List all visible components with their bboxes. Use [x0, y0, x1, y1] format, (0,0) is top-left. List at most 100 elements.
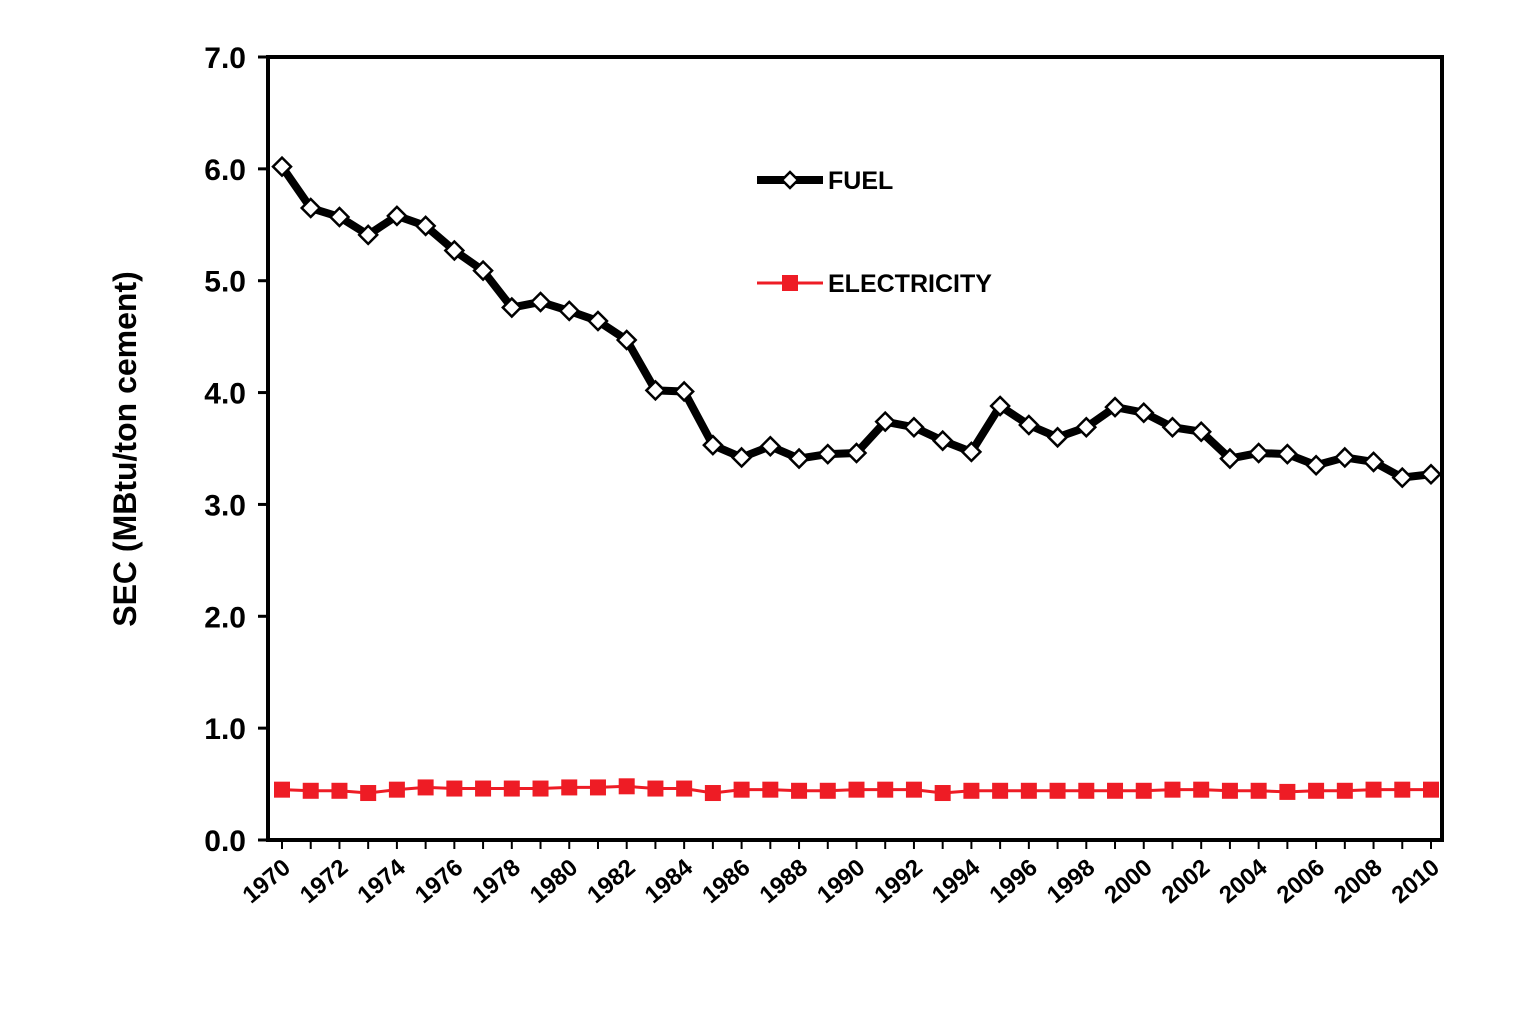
electricity-data-point [274, 781, 290, 798]
fuel-data-point [414, 215, 437, 237]
y-axis-title: SEC (MBtu/ton cement) [107, 271, 143, 627]
fuel-data-point [501, 296, 523, 319]
electricity-data-point [1049, 782, 1066, 799]
electricity-data-point [819, 782, 836, 799]
electricity-data-point [417, 779, 434, 796]
electricity-data-point [905, 781, 922, 798]
electricity-data-point [1078, 782, 1095, 799]
electricity-data-point [963, 782, 980, 799]
electricity-data-point [1020, 782, 1037, 799]
electricity-data-point [1394, 781, 1411, 798]
fuel-data-point [328, 206, 351, 228]
fuel-data-point [1362, 451, 1385, 473]
fuel-data-point [386, 205, 408, 227]
electricity-data-point [676, 780, 693, 797]
fuel-data-point [271, 155, 293, 178]
electricity-data-point [618, 778, 635, 795]
y-tick-label: 3.0 [204, 489, 246, 522]
fuel-data-point [1420, 463, 1442, 485]
y-tick-label: 1.0 [204, 713, 246, 746]
electricity-data-point [532, 780, 549, 797]
y-tick-label: 7.0 [204, 42, 246, 75]
fuel-data-point [644, 379, 667, 402]
series-layer [271, 155, 1442, 802]
fuel-data-point [615, 329, 638, 351]
electricity-data-point [704, 785, 721, 802]
legend-electricity-marker [782, 275, 798, 291]
electricity-data-point [733, 781, 750, 798]
electricity-data-point [1336, 782, 1353, 799]
fuel-data-point [874, 410, 896, 433]
electricity-data-point [848, 781, 865, 798]
legend-fuel-marker [780, 170, 800, 190]
fuel-data-point [759, 435, 782, 458]
fuel-data-point [299, 197, 322, 219]
electricity-data-point [1365, 781, 1382, 798]
fuel-data-point [788, 447, 810, 470]
electricity-data-point [302, 782, 319, 799]
legend-electricity-label: ELECTRICITY [828, 270, 992, 298]
fuel-data-point [472, 259, 494, 282]
electricity-data-point [647, 780, 664, 797]
fuel-data-point [529, 291, 552, 313]
fuel-data-point [903, 416, 925, 439]
fuel-data-point [558, 300, 581, 322]
fuel-data-point [1104, 396, 1126, 418]
y-axis-ticks: 0.0 1.0 2.0 3.0 4.0 5.0 6.0 7.0 [204, 42, 268, 858]
electricity-data-point [561, 779, 578, 796]
fuel-data-point [1046, 426, 1069, 449]
fuel-data-point [1219, 447, 1241, 470]
electricity-data-point [1164, 781, 1181, 798]
fuel-data-point [817, 443, 839, 465]
plot-area-border [266, 55, 1444, 842]
y-tick-label: 6.0 [204, 154, 246, 187]
legend-fuel-label: FUEL [828, 167, 893, 195]
fuel-data-point [1305, 454, 1327, 477]
y-tick-label: 4.0 [204, 378, 246, 411]
electricity-data-point [1279, 783, 1296, 800]
electricity-data-point [475, 780, 492, 797]
electricity-data-point [992, 782, 1009, 799]
fuel-data-point [1018, 414, 1040, 436]
fuel-data-point [1247, 442, 1270, 464]
electricity-data-point [762, 781, 779, 798]
electricity-data-point [934, 785, 951, 802]
electricity-data-point [1193, 781, 1210, 798]
electricity-data-point [1308, 782, 1325, 799]
electricity-data-point [360, 785, 377, 802]
fuel-data-point [1334, 446, 1356, 469]
fuel-data-point [960, 441, 983, 463]
fuel-data-point [730, 446, 753, 469]
electricity-data-point [589, 779, 606, 796]
fuel-data-point [443, 239, 466, 262]
electricity-data-point [446, 780, 463, 797]
electricity-data-point [388, 781, 405, 798]
fuel-data-point [1161, 416, 1184, 439]
fuel-data-point [1190, 420, 1212, 443]
fuel-data-point [1075, 416, 1098, 439]
fuel-data-point [931, 429, 954, 452]
electricity-data-point [1221, 782, 1238, 799]
electricity-data-point [331, 782, 348, 799]
fuel-data-point [1391, 466, 1414, 489]
fuel-data-point [1276, 443, 1299, 465]
fuel-data-point [989, 395, 1011, 417]
electricity-data-point [877, 781, 894, 798]
electricity-data-point [503, 780, 520, 797]
fuel-data-point [673, 380, 695, 403]
fuel-data-point [1132, 401, 1155, 424]
y-tick-label: 0.0 [204, 825, 246, 858]
fuel-data-point [702, 434, 724, 456]
electricity-data-point [1423, 781, 1439, 798]
fuel-data-point [587, 310, 609, 332]
electricity-data-point [1107, 782, 1124, 799]
electricity-data-point [1250, 782, 1267, 799]
electricity-data-point [1135, 782, 1152, 799]
y-tick-label: 5.0 [204, 266, 246, 299]
fuel-data-point [845, 442, 868, 464]
fuel-data-point [357, 224, 379, 246]
y-tick-label: 2.0 [204, 601, 246, 634]
legend: FUEL ELECTRICITY [757, 167, 992, 298]
